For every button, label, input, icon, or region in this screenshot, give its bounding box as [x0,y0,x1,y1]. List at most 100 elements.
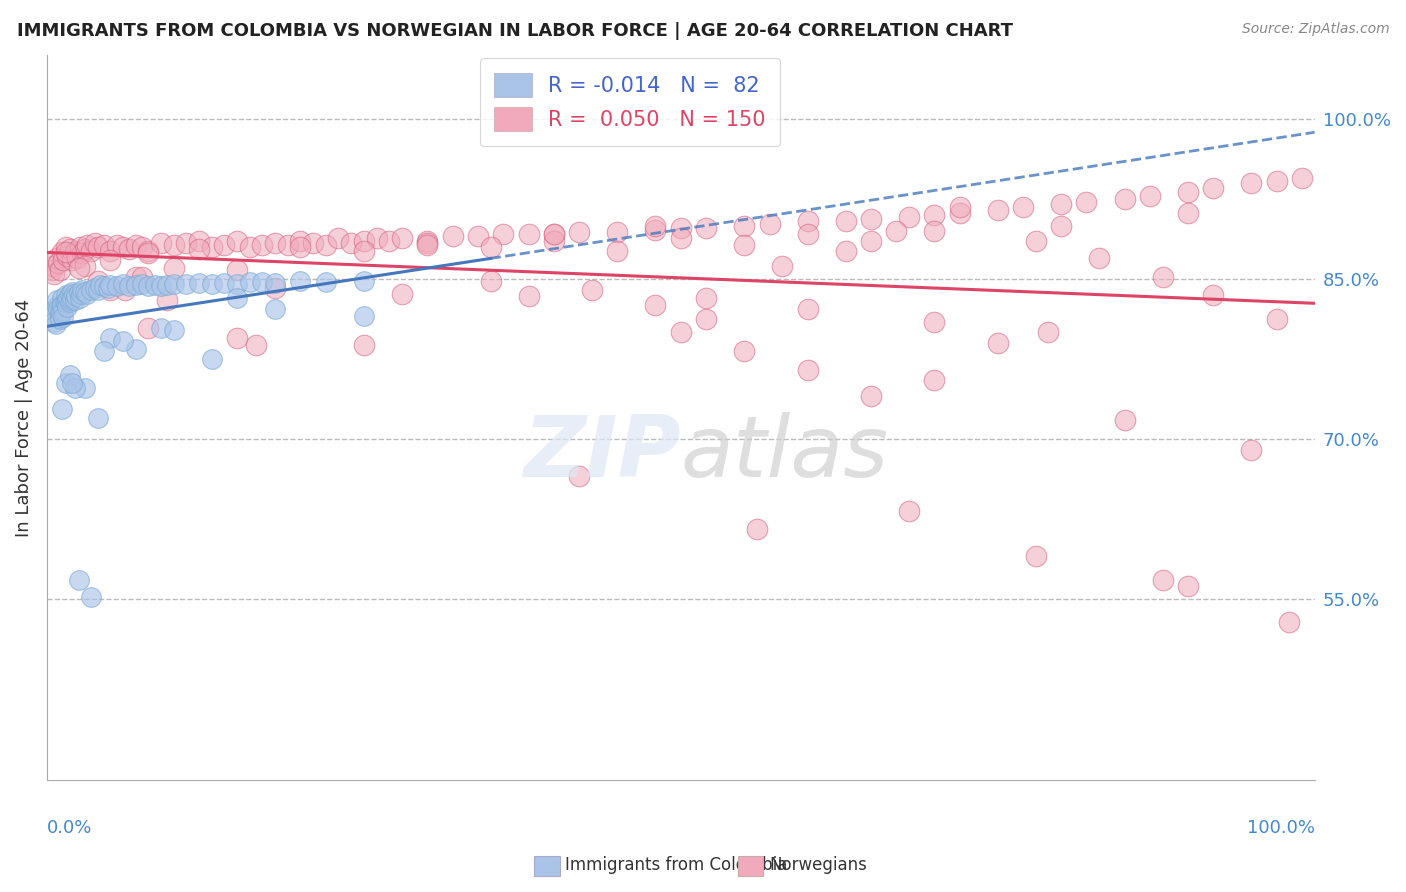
Point [105,279,128,293]
Point [467,229,489,244]
Text: ZIP: ZIP [523,412,681,495]
Point [770,259,793,273]
Point [733,238,755,252]
Point [1177,185,1199,199]
Point [69,240,91,254]
Point [834,244,856,259]
Point [1240,176,1263,190]
Point [136,279,159,293]
Legend: R = -0.014   N =  82, R =  0.050   N = 150: R = -0.014 N = 82, R = 0.050 N = 150 [479,58,780,146]
Point [796,301,818,316]
Point [46,251,69,265]
Point [543,227,565,242]
Point [59,295,82,310]
Point [391,286,413,301]
Point [59,286,82,301]
Point [52,310,75,325]
Point [1202,288,1225,302]
Point [416,238,439,252]
Point [479,240,502,254]
Point [73,381,96,395]
Point [924,373,946,387]
Point [105,238,128,252]
Point [1177,579,1199,593]
Point [897,210,920,224]
Point [66,251,89,265]
Point [51,297,73,311]
Point [1088,251,1111,265]
Point [118,279,141,293]
Point [796,227,818,242]
Point [252,275,274,289]
Point [131,277,153,292]
Point [150,279,173,293]
Point [46,256,69,270]
Point [695,312,717,326]
Point [644,219,666,233]
Point [517,289,540,303]
Point [226,277,249,292]
Point [98,330,121,344]
Point [1291,170,1313,185]
Point [669,326,692,340]
Point [328,231,350,245]
Point [42,304,65,318]
Point [49,305,72,319]
Point [340,235,363,250]
Point [1050,219,1073,233]
Point [59,368,82,382]
Point [669,220,692,235]
Text: IMMIGRANTS FROM COLOMBIA VS NORWEGIAN IN LABOR FORCE | AGE 20-64 CORRELATION CHA: IMMIGRANTS FROM COLOMBIA VS NORWEGIAN IN… [17,22,1012,40]
Point [201,277,224,292]
Point [111,334,134,348]
Point [201,240,224,254]
Point [67,261,90,276]
Point [60,252,83,267]
Point [796,362,818,376]
Point [80,283,103,297]
Point [73,285,96,299]
Text: 100.0%: 100.0% [1247,819,1315,837]
Point [136,244,159,259]
Point [41,263,63,277]
Point [55,240,77,254]
Point [353,274,375,288]
Point [93,238,115,252]
Point [49,299,72,313]
Point [150,321,173,335]
Point [214,238,236,252]
Point [1265,312,1288,326]
Point [136,321,159,335]
Point [1152,573,1174,587]
Point [53,295,76,310]
Point [290,274,312,288]
Point [86,283,108,297]
Point [188,242,211,256]
Point [239,240,262,254]
Point [93,344,115,359]
Point [1177,206,1199,220]
Point [859,234,882,248]
Point [987,335,1010,350]
Point [353,310,375,324]
Point [201,351,224,366]
Point [226,263,249,277]
Point [55,295,77,310]
Point [56,300,79,314]
Point [124,238,146,252]
Point [353,244,375,259]
Point [924,208,946,222]
Point [58,291,80,305]
Point [353,338,375,352]
Point [114,283,136,297]
Point [51,402,73,417]
Point [136,246,159,260]
Point [796,214,818,228]
Point [118,242,141,256]
Text: 0.0%: 0.0% [46,819,93,837]
Point [60,285,83,299]
Point [949,200,972,214]
Point [949,206,972,220]
Point [76,286,98,301]
Point [733,219,755,233]
